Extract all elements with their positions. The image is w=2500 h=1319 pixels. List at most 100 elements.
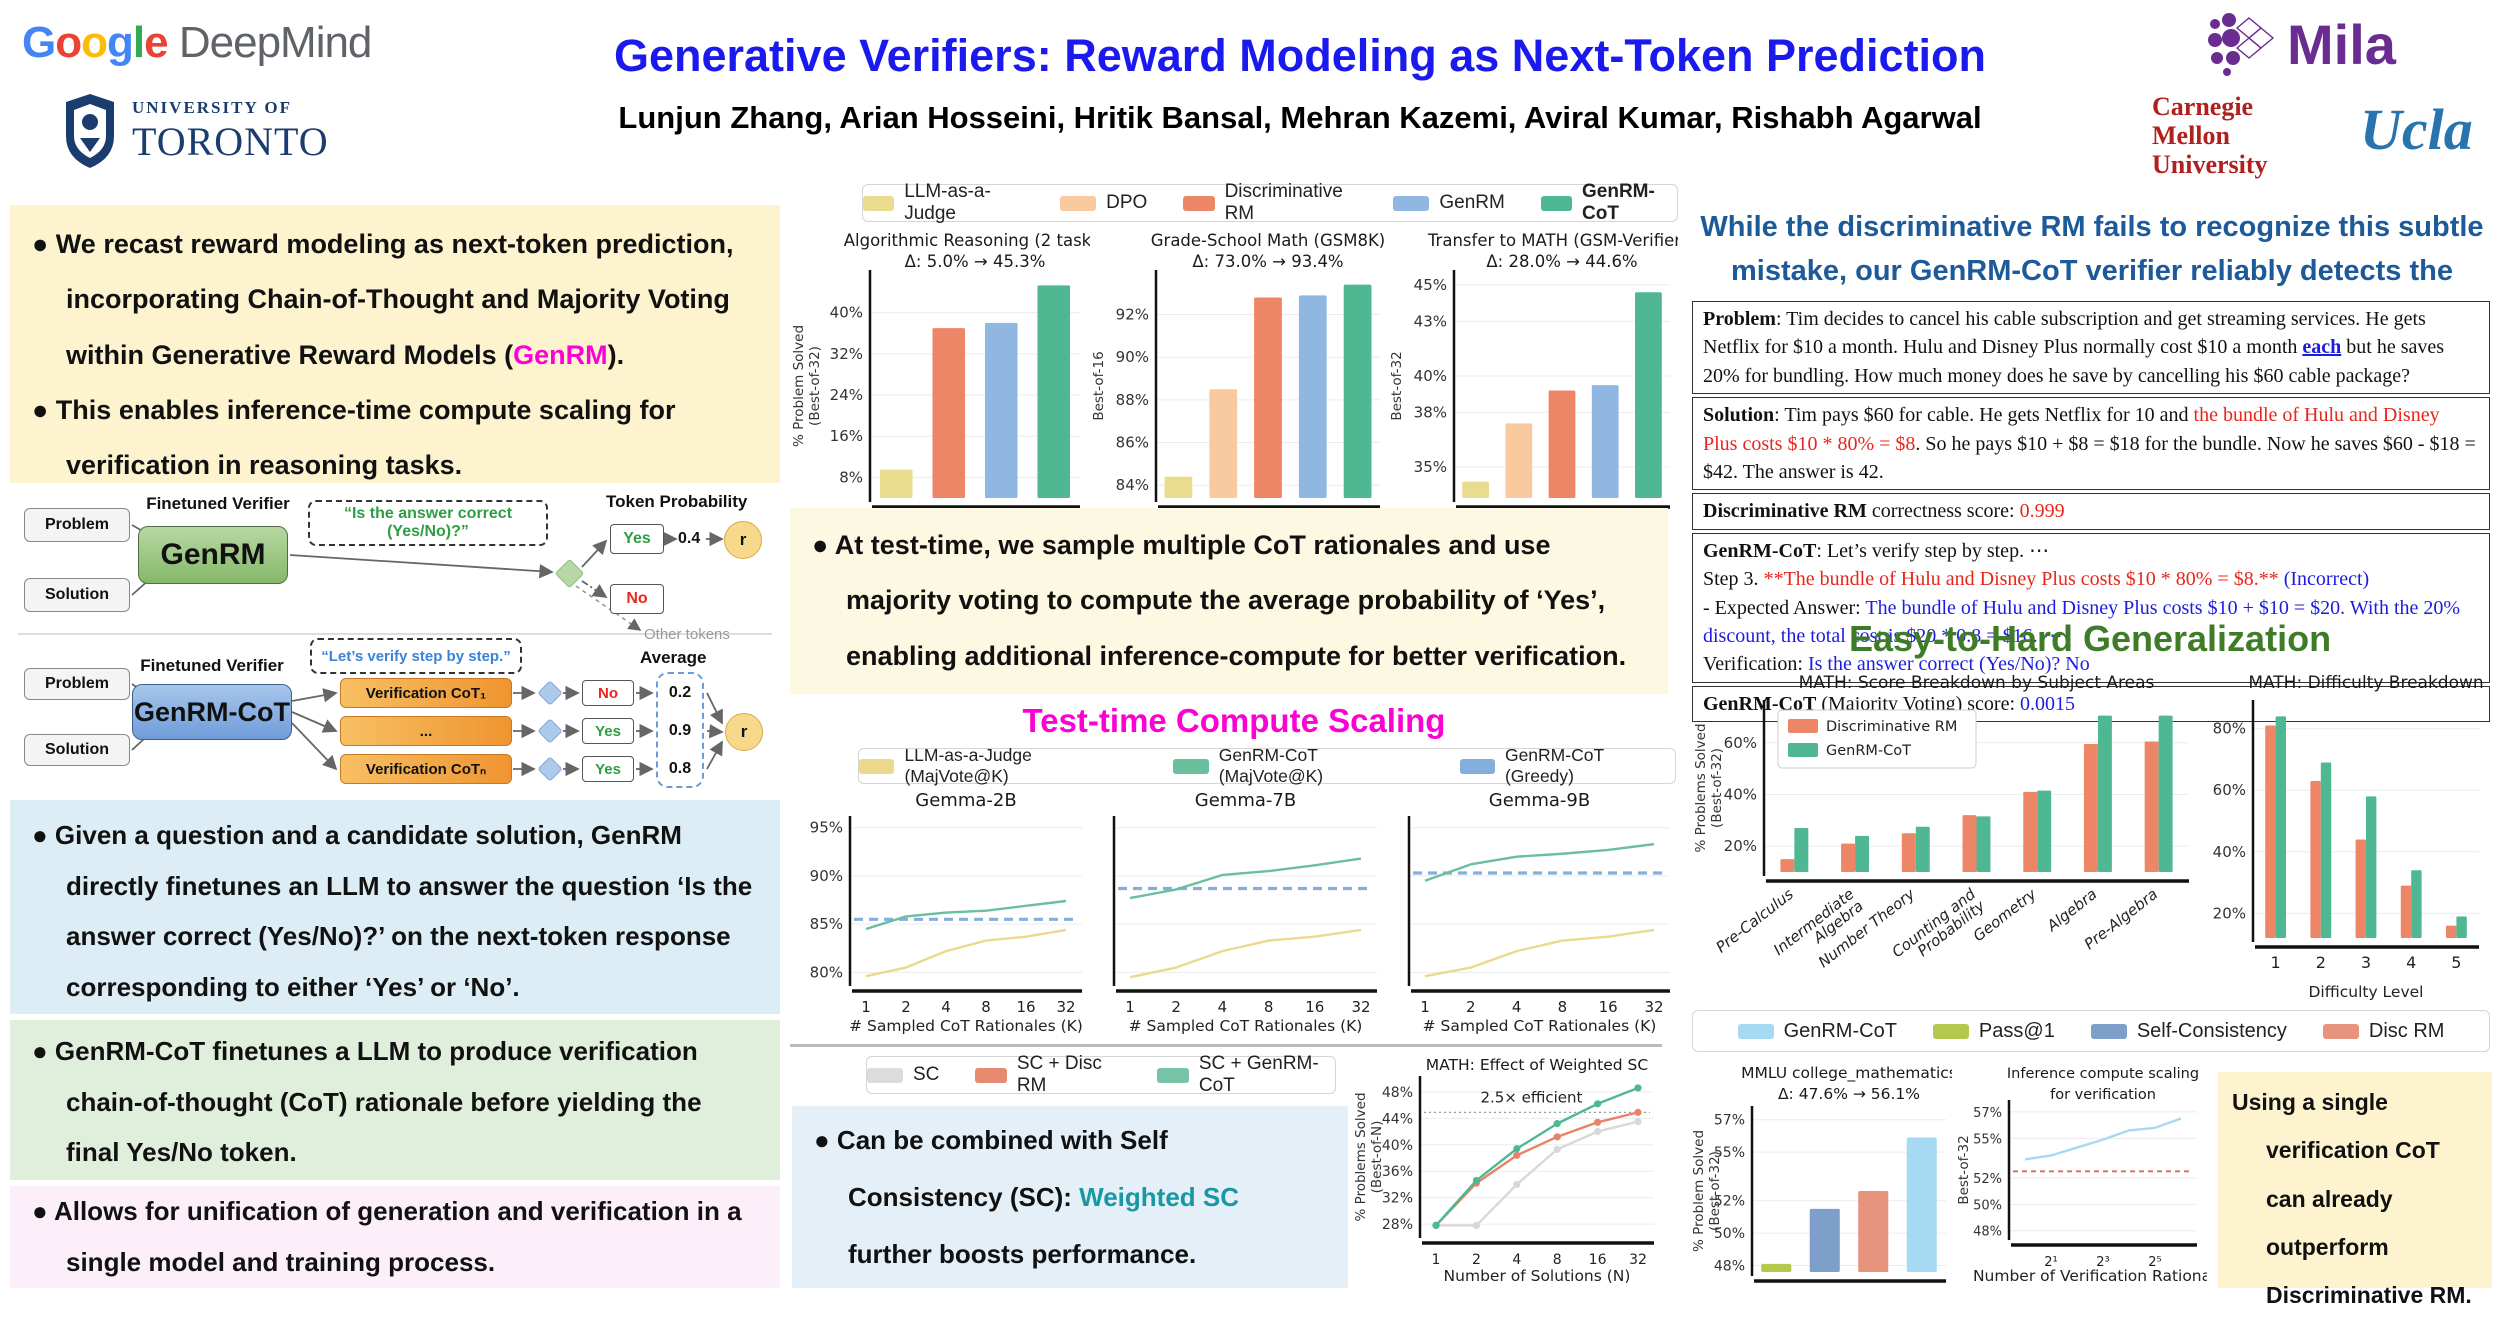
- svg-text:Algorithmic Reasoning (2 tasks: Algorithmic Reasoning (2 tasks): [844, 231, 1090, 250]
- uoft-crest-icon: [66, 94, 114, 168]
- svg-text:48%: 48%: [1382, 1085, 1413, 1101]
- intro-box: ● We recast reward modeling as next-toke…: [10, 205, 780, 483]
- svg-text:28%: 28%: [1382, 1217, 1413, 1233]
- finetuned-verifier-label-2: Finetuned Verifier: [132, 656, 292, 676]
- svg-text:16: 16: [1305, 998, 1324, 1016]
- table-row-solution: Solution: Tim pays $60 for cable. He get…: [1692, 397, 2490, 491]
- average-rect: [656, 672, 704, 788]
- legend-item: SC + Disc RM: [975, 1053, 1121, 1097]
- svg-text:88%: 88%: [1116, 391, 1149, 409]
- chart-weighted-sc: MATH: Effect of Weighted SC 28% 32% 36% 40% 4…: [1352, 1050, 1666, 1288]
- svg-text:95%: 95%: [810, 819, 843, 837]
- svg-text:40%: 40%: [830, 304, 863, 322]
- problem-box-2: Problem: [24, 668, 130, 700]
- svg-text:43%: 43%: [1414, 312, 1447, 330]
- yes-token-box: Yes: [610, 524, 664, 554]
- genrm-description-box: ● Given a question and a candidate solut…: [10, 800, 780, 1014]
- svg-text:Algebra: Algebra: [2043, 885, 2101, 936]
- self-consistency-box: ● Can be combined with Self Consistency …: [792, 1106, 1348, 1288]
- svg-text:Best-of-32: Best-of-32: [1389, 351, 1405, 420]
- cot-score-3: 0.8: [668, 760, 692, 777]
- text-line: ● We recast reward modeling as next-toke…: [32, 229, 734, 370]
- svg-text:4: 4: [2406, 953, 2416, 972]
- svg-text:2³: 2³: [2096, 1255, 2109, 1270]
- gemma-legend: LLM-as-a-Judge (MajVote@K) GenRM-CoT (Maj…: [858, 745, 1676, 786]
- svg-text:4: 4: [1512, 998, 1522, 1016]
- svg-text:Number of Solutions (N): Number of Solutions (N): [1444, 1267, 1631, 1285]
- chart-gemma-9b: Gemma-9B 1 2 4 8 16 32 # Sampled CoT Rationales…: [1385, 786, 1678, 1038]
- svg-text:MMLU college_mathematics: MMLU college_mathematics: [1741, 1064, 1952, 1083]
- cmu-line3: University: [2152, 150, 2268, 180]
- chart-subject-breakdown: MATH: Score Breakdown by Subject Areas 20…: [1692, 668, 2197, 1004]
- svg-text:32: 32: [1351, 998, 1370, 1016]
- svg-text:85%: 85%: [810, 915, 843, 933]
- legend-item: SC + GenRM-CoT: [1157, 1053, 1335, 1097]
- legend-item: LLM-as-a-Judge: [863, 181, 1024, 225]
- svg-text:40%: 40%: [2213, 843, 2246, 861]
- table-row-gencot: GenRM-CoT: Let’s verify step by step. ⋯ S…: [1692, 532, 2490, 683]
- svg-text:2: 2: [1171, 998, 1181, 1016]
- svg-text:2⁵: 2⁵: [2148, 1255, 2161, 1270]
- svg-text:2: 2: [1472, 1252, 1481, 1268]
- text-line: ● Given a question and a candidate solut…: [32, 820, 753, 1003]
- svg-text:1: 1: [1432, 1252, 1441, 1268]
- svg-text:40%: 40%: [1382, 1138, 1413, 1154]
- text-line: GenRM-CoT: Let’s verify step by step. ⋯: [1703, 539, 2050, 562]
- svg-text:80%: 80%: [810, 963, 843, 981]
- text-line: ● At test-time, we sample multiple CoT r…: [812, 530, 1627, 671]
- svg-text:5: 5: [2451, 953, 2461, 972]
- text-line: ● This enables inference-time compute sc…: [32, 395, 676, 481]
- bottom-legend: GenRM-CoT Pass@1 Self-Consistency Disc RM: [1692, 1010, 2490, 1052]
- chart-inference-scaling: Inference compute scaling for verificatio…: [1955, 1058, 2233, 1288]
- uoft-line1: UNIVERSITY OF: [132, 97, 292, 117]
- svg-text:32: 32: [1644, 998, 1663, 1016]
- svg-text:48%: 48%: [1973, 1225, 2002, 1240]
- mila-logo-icon: [2208, 13, 2275, 76]
- svg-text:MATH: Difficulty Breakdown: MATH: Difficulty Breakdown: [2248, 673, 2483, 693]
- yes-probability: 0.4: [678, 530, 701, 547]
- text-line: Discriminative RM correctness score: 0.9…: [1703, 500, 2065, 523]
- svg-text:(Best-of-N): (Best-of-N): [1369, 1121, 1385, 1194]
- diagram-arrows: [18, 524, 772, 777]
- text-line: Verification: Is the answer correct (Yes…: [1703, 653, 2090, 676]
- svg-text:2: 2: [1466, 998, 1476, 1016]
- text-line: Problem: Tim decides to cancel his cable…: [1703, 308, 2445, 387]
- token-probability-label: Token Probability: [606, 492, 748, 511]
- legend-swatch: [1157, 1067, 1189, 1083]
- test-time-heading: Test-time Compute Scaling: [1022, 702, 1446, 739]
- svg-text:36%: 36%: [1382, 1164, 1413, 1180]
- legend-swatch: [1060, 195, 1097, 211]
- svg-text:Transfer to MATH (GSM-Verifier: Transfer to MATH (GSM-Verifiers): [1427, 231, 1678, 250]
- cmu-line2: Mellon: [2152, 121, 2230, 151]
- legend-swatch: [2090, 1023, 2127, 1039]
- svg-text:Number of Verification Rationa: Number of Verification Rationales: [1973, 1267, 2207, 1285]
- svg-text:for verification: for verification: [2050, 1087, 2156, 1103]
- problem-box: Problem: [24, 508, 130, 542]
- chart-mmlu: MMLU college_mathematics Δ: 47.6% → 56.1%…: [1690, 1058, 1957, 1288]
- svg-text:Δ: 28.0% → 44.6%: Δ: 28.0% → 44.6%: [1486, 252, 1637, 271]
- legend-swatch: [2322, 1023, 2359, 1039]
- unification-box: ● Allows for unification of generation a…: [10, 1186, 780, 1288]
- deepmind-logo-text: DeepMind: [167, 18, 373, 67]
- svg-text:16: 16: [1589, 1252, 1607, 1268]
- text-line: ● Can be combined with Self Consistency …: [814, 1125, 1240, 1270]
- cot-score-1: 0.2: [668, 684, 692, 701]
- svg-text:2: 2: [901, 998, 911, 1016]
- legend-item: GenRM-CoT: [1737, 1020, 1897, 1043]
- svg-text:60%: 60%: [2213, 781, 2246, 799]
- svg-text:Best-of-32: Best-of-32: [1956, 1135, 1972, 1204]
- svg-text:Gemma-9B: Gemma-9B: [1489, 790, 1590, 811]
- legend-swatch: [1183, 195, 1215, 211]
- test-time-box: ● At test-time, we sample multiple CoT r…: [790, 508, 1668, 694]
- svg-text:44%: 44%: [1382, 1111, 1413, 1127]
- svg-text:4: 4: [1218, 998, 1228, 1016]
- gencot-description-box: ● GenRM-CoT finetunes a LLM to produce v…: [10, 1020, 780, 1180]
- legend-swatch: [867, 1067, 903, 1083]
- svg-text:48%: 48%: [1714, 1259, 1745, 1275]
- svg-text:16: 16: [1599, 998, 1618, 1016]
- genrm-model-box: GenRM: [138, 526, 288, 584]
- page-title: Generative Verifiers: Reward Modeling as…: [613, 30, 1987, 81]
- svg-text:# Sampled CoT Rationales (K): # Sampled CoT Rationales (K): [1423, 1017, 1657, 1035]
- finetuned-verifier-label: Finetuned Verifier: [138, 494, 298, 514]
- mila-logo-text: Mila: [2287, 12, 2396, 76]
